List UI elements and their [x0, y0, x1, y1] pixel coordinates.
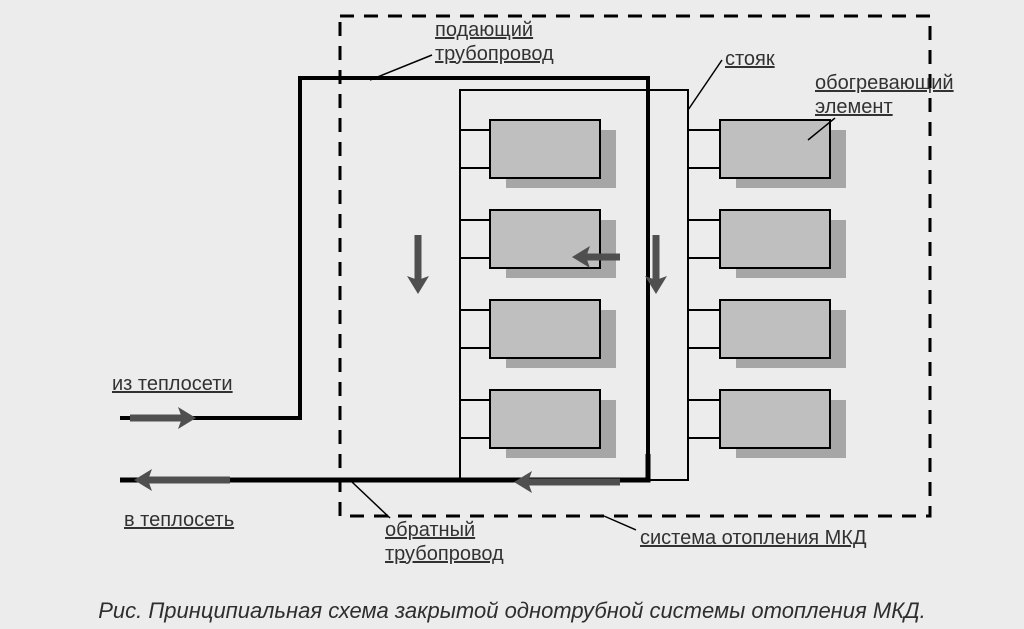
lbl-heater: обогревающий элемент: [815, 72, 954, 119]
rad-l3: [490, 300, 600, 358]
rad-r3: [720, 300, 830, 358]
lbl-from-net: из теплосети: [112, 373, 233, 397]
diagram-stage: подающий трубопровод стояк обогревающий эл…: [0, 0, 1024, 629]
lbl-return-pipe: обратный трубопровод: [385, 519, 504, 566]
rad-r1: [720, 120, 830, 178]
ld-return: [352, 482, 390, 518]
rad-r4: [720, 390, 830, 448]
rad-l4: [490, 390, 600, 448]
riser-bottom-tie-left: [460, 460, 648, 480]
ld-system: [604, 516, 636, 530]
ld-riser: [688, 60, 722, 110]
lbl-system: система отопления МКД: [640, 527, 866, 551]
feed-right: [648, 90, 688, 136]
figure-caption: Рис. Принципиальная схема закрытой однот…: [0, 598, 1024, 624]
rad-l1: [490, 120, 600, 178]
rad-r2: [720, 210, 830, 268]
lbl-supply-pipe: подающий трубопровод: [435, 19, 554, 66]
lbl-riser: стояк: [725, 48, 775, 72]
riser-bottom-tie-right: [648, 460, 688, 480]
lbl-to-net: в теплосеть: [124, 509, 234, 533]
